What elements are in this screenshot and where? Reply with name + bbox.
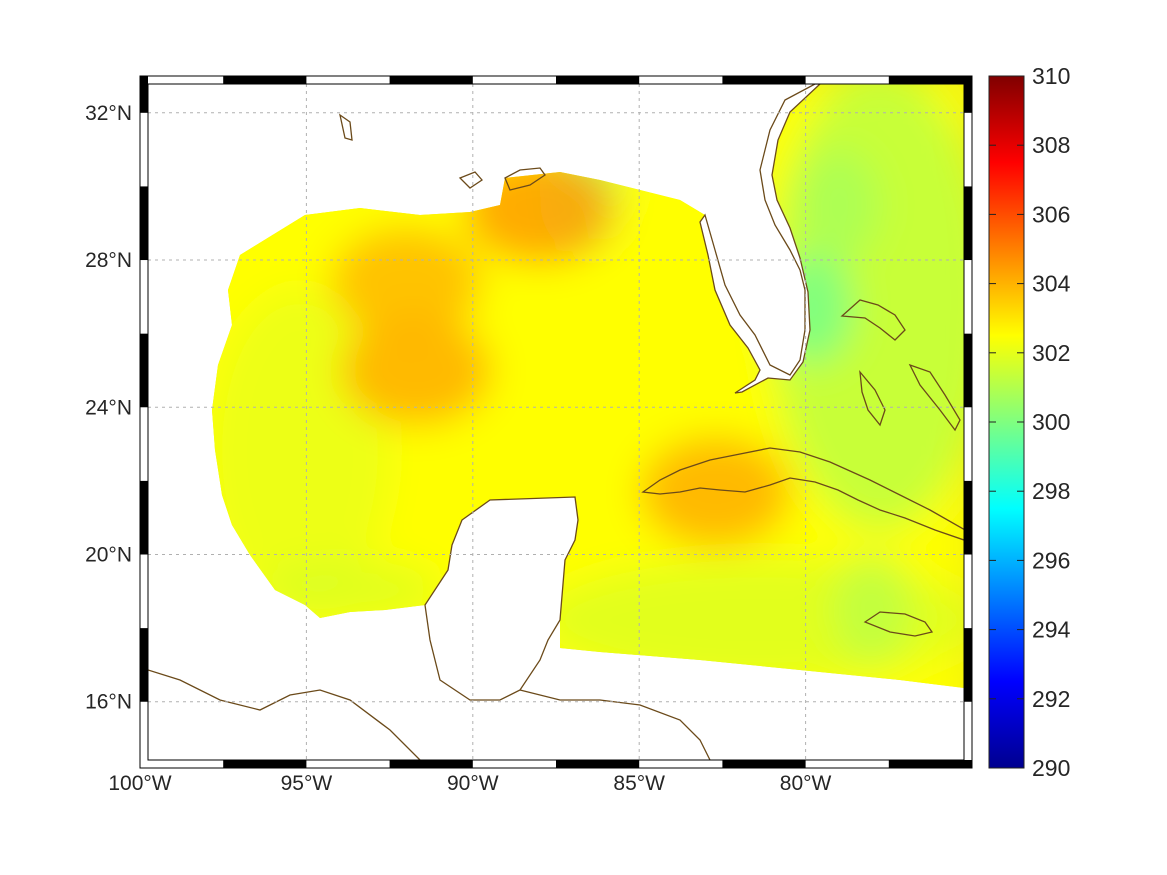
cuba-coast bbox=[641, 447, 964, 541]
longitude-label: 100°W bbox=[108, 772, 171, 795]
florida-land bbox=[699, 84, 821, 394]
colorbar-label: 292 bbox=[1032, 686, 1070, 712]
colorbar-label: 308 bbox=[1032, 132, 1070, 158]
jamaica-coast bbox=[863, 611, 934, 637]
sst-field bbox=[212, 84, 964, 688]
colorbar-label: 310 bbox=[1032, 63, 1070, 89]
warm-region bbox=[640, 436, 791, 547]
colorbar: 310 308 306 304 302 300 298 296 294 292 290 bbox=[988, 63, 1071, 781]
longitude-label: 85°W bbox=[613, 772, 665, 795]
latitude-label: 16°N bbox=[85, 691, 132, 714]
latitude-label: 24°N bbox=[85, 396, 132, 419]
warm-region bbox=[341, 315, 492, 426]
longitude-label: 95°W bbox=[281, 772, 333, 795]
warm-region bbox=[464, 153, 615, 264]
colorbar-label: 296 bbox=[1032, 547, 1070, 573]
cool-region bbox=[798, 149, 879, 260]
longitude-label: 80°W bbox=[780, 772, 832, 795]
latitude-label: 20°N bbox=[85, 544, 132, 567]
cool-region bbox=[772, 252, 853, 363]
colorbar-label: 298 bbox=[1032, 478, 1070, 504]
latitude-label: 28°N bbox=[85, 249, 132, 272]
map-frame bbox=[139, 75, 973, 769]
central-america-coast bbox=[148, 669, 421, 760]
longitude-tick-labels: 100°W 95°W 90°W 85°W 80°W bbox=[108, 772, 831, 795]
colorbar-label: 304 bbox=[1032, 271, 1071, 297]
colorbar-label: 302 bbox=[1032, 340, 1070, 366]
coastlines bbox=[148, 84, 964, 760]
latitude-label: 32°N bbox=[85, 102, 132, 125]
colorbar-label: 306 bbox=[1032, 201, 1070, 227]
graticule bbox=[148, 84, 964, 760]
colorbar-label: 300 bbox=[1032, 409, 1070, 435]
cool-region bbox=[832, 554, 913, 665]
bahamas-coast bbox=[840, 299, 906, 341]
colorbar-label: 294 bbox=[1032, 617, 1071, 643]
yucatan-land bbox=[424, 496, 579, 701]
colorbar-label: 290 bbox=[1032, 755, 1070, 781]
warm-region bbox=[331, 227, 482, 338]
latitude-tick-labels: 32°N 28°N 24°N 20°N 16°N bbox=[85, 102, 132, 714]
longitude-label: 90°W bbox=[447, 772, 499, 795]
